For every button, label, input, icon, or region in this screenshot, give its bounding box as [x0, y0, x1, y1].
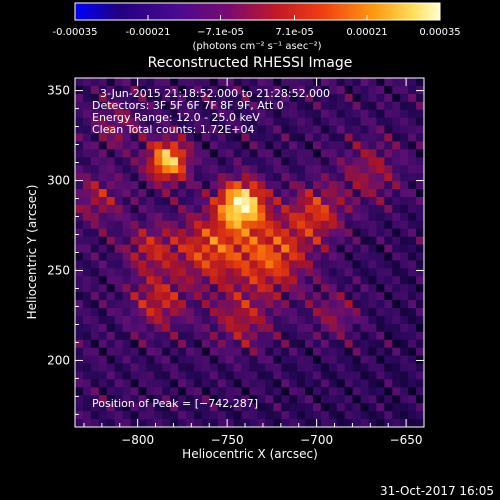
- x-axis-label: Heliocentric X (arcsec): [182, 447, 318, 461]
- y-tick-label: 200: [47, 353, 70, 367]
- colorbar-tick-label: 0.00035: [419, 27, 460, 38]
- colorbar-tick-label: 7.1e-05: [275, 27, 313, 38]
- peak-position-label: Position of Peak = [−742,287]: [92, 397, 258, 410]
- colorbar-tick-label: −7.1e-05: [197, 27, 244, 38]
- axis-ticks: −800 −750 −700 −650 200 250 300 350: [47, 78, 425, 447]
- y-axis-label: Heliocentric Y (arcsec): [25, 185, 39, 320]
- annotation-clean-counts: Clean Total counts: 1.72E+04: [92, 123, 255, 136]
- annotation-detectors: Detectors: 3F 5F 6F 7F 8F 9F, Att 0: [92, 99, 284, 112]
- y-tick-label: 300: [47, 174, 70, 188]
- x-tick-label: −650: [390, 433, 423, 447]
- colorbar-tick-label: -0.00021: [126, 27, 171, 38]
- annotation-energy-range: Energy Range: 12.0 - 25.0 keV: [92, 111, 260, 124]
- x-tick-label: −800: [121, 433, 154, 447]
- annotation-block: 3-Jun-2015 21:18:52.000 to 21:28:52.000 …: [92, 87, 330, 136]
- colorbar-tick-label: 0.00021: [346, 27, 387, 38]
- x-tick-label: −750: [211, 433, 244, 447]
- chart-title: Reconstructed RHESSI Image: [148, 55, 353, 71]
- x-tick-label: −700: [300, 433, 333, 447]
- colorbar-tick-label: -0.00035: [53, 27, 98, 38]
- colorbar-ticks: -0.00035 -0.00021 −7.1e-05 7.1e-05 0.00021 0.…: [53, 15, 461, 38]
- y-tick-label: 350: [47, 84, 70, 98]
- footer-date: 31-Oct-2017 16:05: [380, 484, 494, 498]
- colorbar: [74, 2, 441, 21]
- annotation-time-range: 3-Jun-2015 21:18:52.000 to 21:28:52.000: [100, 87, 330, 100]
- y-tick-label: 250: [47, 263, 70, 277]
- colorbar-unit-label: (photons cm⁻² s⁻¹ asec⁻²): [192, 41, 321, 52]
